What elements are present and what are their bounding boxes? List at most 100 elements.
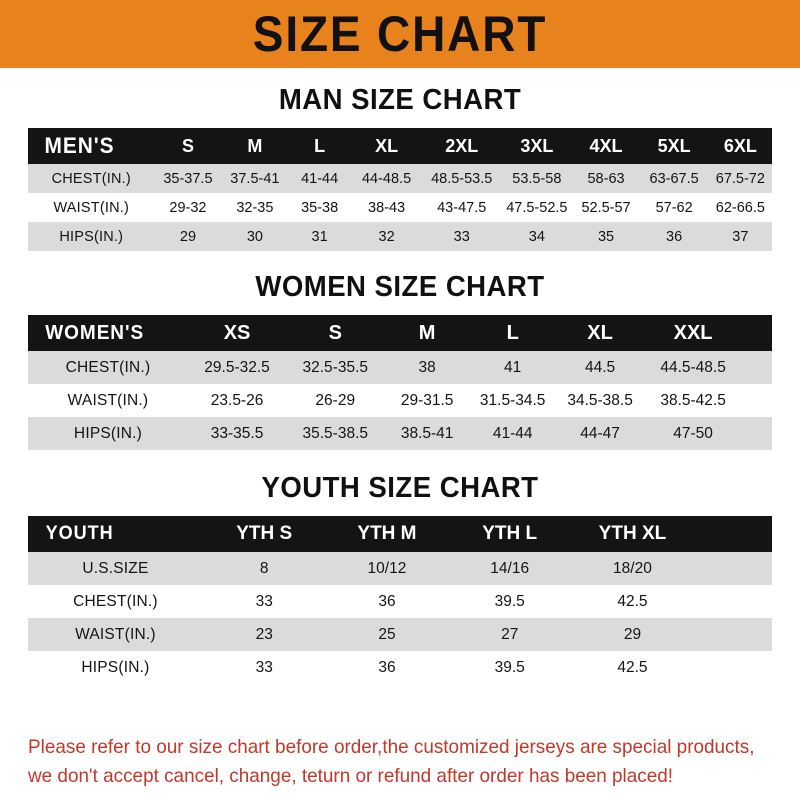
women-col-header: XXL <box>673 321 713 344</box>
table-cell: 29 <box>623 625 642 643</box>
table-cell-empty <box>694 618 772 651</box>
table-cell: 41-44 <box>301 170 339 187</box>
table-cell: 36 <box>666 228 683 245</box>
table-cell: 29.5-32.5 <box>204 358 270 376</box>
table-cell: 44-47 <box>580 424 620 442</box>
youth-row-label: WAIST(IN.) <box>75 625 156 643</box>
table-cell: 37.5-41 <box>230 170 280 187</box>
man-col-header: S <box>181 135 194 156</box>
youth-header-row: YOUTH YTH S YTH M YTH L YTH XL <box>28 516 772 552</box>
man-section-title: MAN SIZE CHART <box>278 84 522 116</box>
man-col-header: 3XL <box>520 135 554 156</box>
youth-table-wrapper: YOUTH YTH S YTH M YTH L YTH XL U.S.SIZE … <box>28 516 772 684</box>
table-cell-empty <box>741 384 772 417</box>
women-col-header: L <box>506 321 519 344</box>
youth-col-header: YTH S <box>236 523 293 544</box>
table-cell: 41 <box>504 358 522 376</box>
table-cell: 58-63 <box>587 170 625 187</box>
table-cell: 29-31.5 <box>400 391 454 409</box>
table-cell: 38.5-41 <box>400 424 454 442</box>
youth-section-title: YOUTH SIZE CHART <box>261 472 539 504</box>
table-cell: 35.5-38.5 <box>302 424 369 442</box>
disclaimer-line-1: Please refer to our size chart before or… <box>28 736 755 759</box>
women-col-header: XS <box>223 321 251 344</box>
youth-col-header: YTH L <box>482 523 538 544</box>
table-cell: 36 <box>378 658 396 676</box>
women-col-header: XL <box>587 321 613 344</box>
table-cell: 38.5-42.5 <box>660 391 726 409</box>
table-cell-empty <box>694 585 772 618</box>
table-cell: 62-66.5 <box>715 199 765 216</box>
youth-col-header: YTH M <box>357 523 417 544</box>
women-row-label: HIPS(IN.) <box>73 424 143 442</box>
man-size-table: MEN'S S M L XL 2XL 3XL 4XL 5XL 6XL CHEST… <box>28 128 772 251</box>
table-cell: 18/20 <box>613 559 652 577</box>
disclaimer-line-2: we don't accept cancel, change, teturn o… <box>28 764 674 787</box>
women-corner-label: WOMEN'S <box>45 321 145 344</box>
table-cell: 34.5-38.5 <box>567 391 633 409</box>
man-col-header: 4XL <box>589 135 623 156</box>
table-cell: 32.5-35.5 <box>302 358 369 376</box>
table-cell: 44.5-48.5 <box>660 358 726 376</box>
table-row: U.S.SIZE 8 10/12 14/16 18/20 <box>28 552 772 585</box>
table-cell-empty <box>694 651 772 684</box>
table-row: WAIST(IN.) 23 25 27 29 <box>28 618 772 651</box>
youth-row-label: U.S.SIZE <box>82 559 149 577</box>
man-col-header: 2XL <box>445 135 479 156</box>
youth-size-table: YOUTH YTH S YTH M YTH L YTH XL U.S.SIZE … <box>28 516 772 684</box>
table-row: HIPS(IN.) 33 36 39.5 42.5 <box>28 651 772 684</box>
women-col-header-empty <box>741 315 772 351</box>
table-cell: 30 <box>246 228 263 245</box>
table-cell: 47.5-52.5 <box>506 199 568 216</box>
youth-row-label: HIPS(IN.) <box>81 658 150 676</box>
youth-col-header-empty <box>694 516 772 552</box>
man-corner-label: MEN'S <box>44 133 115 158</box>
man-row-label: CHEST(IN.) <box>51 170 131 187</box>
table-cell: 29-32 <box>169 199 207 216</box>
man-table-wrapper: MEN'S S M L XL 2XL 3XL 4XL 5XL 6XL CHEST… <box>28 128 772 251</box>
table-cell: 48.5-53.5 <box>431 170 493 187</box>
page-banner: SIZE CHART <box>0 0 800 68</box>
man-row-label: HIPS(IN.) <box>59 228 124 245</box>
table-cell: 32 <box>378 228 395 245</box>
table-cell: 35-38 <box>301 199 339 216</box>
table-cell: 39.5 <box>494 592 525 610</box>
table-cell: 42.5 <box>617 592 648 610</box>
youth-corner-label: YOUTH <box>45 523 114 544</box>
table-cell: 47-50 <box>673 424 713 442</box>
women-col-header: S <box>328 321 342 344</box>
table-cell: 31 <box>311 228 328 245</box>
table-row: HIPS(IN.) 33-35.5 35.5-38.5 38.5-41 41-4… <box>28 417 772 450</box>
table-cell: 33-35.5 <box>210 424 264 442</box>
table-cell: 39.5 <box>494 658 525 676</box>
man-col-header: 6XL <box>723 135 757 156</box>
disclaimer-note: Please refer to our size chart before or… <box>28 733 759 790</box>
table-cell-empty <box>741 351 772 384</box>
table-cell: 44-48.5 <box>361 170 412 187</box>
women-row-label: WAIST(IN.) <box>67 391 149 409</box>
table-row: HIPS(IN.) 29 30 31 32 33 34 35 36 37 <box>28 222 772 251</box>
man-header-row: MEN'S S M L XL 2XL 3XL 4XL 5XL 6XL <box>28 128 772 164</box>
table-cell: 57-62 <box>655 199 693 216</box>
page-title: SIZE CHART <box>252 6 548 62</box>
table-cell: 33 <box>453 228 470 245</box>
table-cell: 33 <box>255 592 273 610</box>
women-table-wrapper: WOMEN'S XS S M L XL XXL CHEST(IN.) 29.5-… <box>28 315 772 450</box>
table-cell: 41-44 <box>492 424 533 442</box>
youth-col-header: YTH XL <box>598 523 667 544</box>
table-cell: 10/12 <box>367 559 407 577</box>
table-cell: 26-29 <box>315 391 356 409</box>
table-cell-empty <box>694 552 772 585</box>
table-row: CHEST(IN.) 29.5-32.5 32.5-35.5 38 41 44.… <box>28 351 772 384</box>
table-cell: 34 <box>528 228 545 245</box>
table-cell: 52.5-57 <box>581 199 631 216</box>
women-section-title: WOMEN SIZE CHART <box>255 271 545 303</box>
table-row: CHEST(IN.) 33 36 39.5 42.5 <box>28 585 772 618</box>
table-cell: 35-37.5 <box>163 170 213 187</box>
table-cell: 35 <box>597 228 615 245</box>
man-row-label: WAIST(IN.) <box>53 199 130 216</box>
table-cell: 23.5-26 <box>210 391 264 409</box>
women-col-header: M <box>418 321 436 344</box>
table-row: WAIST(IN.) 29-32 32-35 35-38 38-43 43-47… <box>28 193 772 222</box>
women-size-table: WOMEN'S XS S M L XL XXL CHEST(IN.) 29.5-… <box>28 315 772 450</box>
